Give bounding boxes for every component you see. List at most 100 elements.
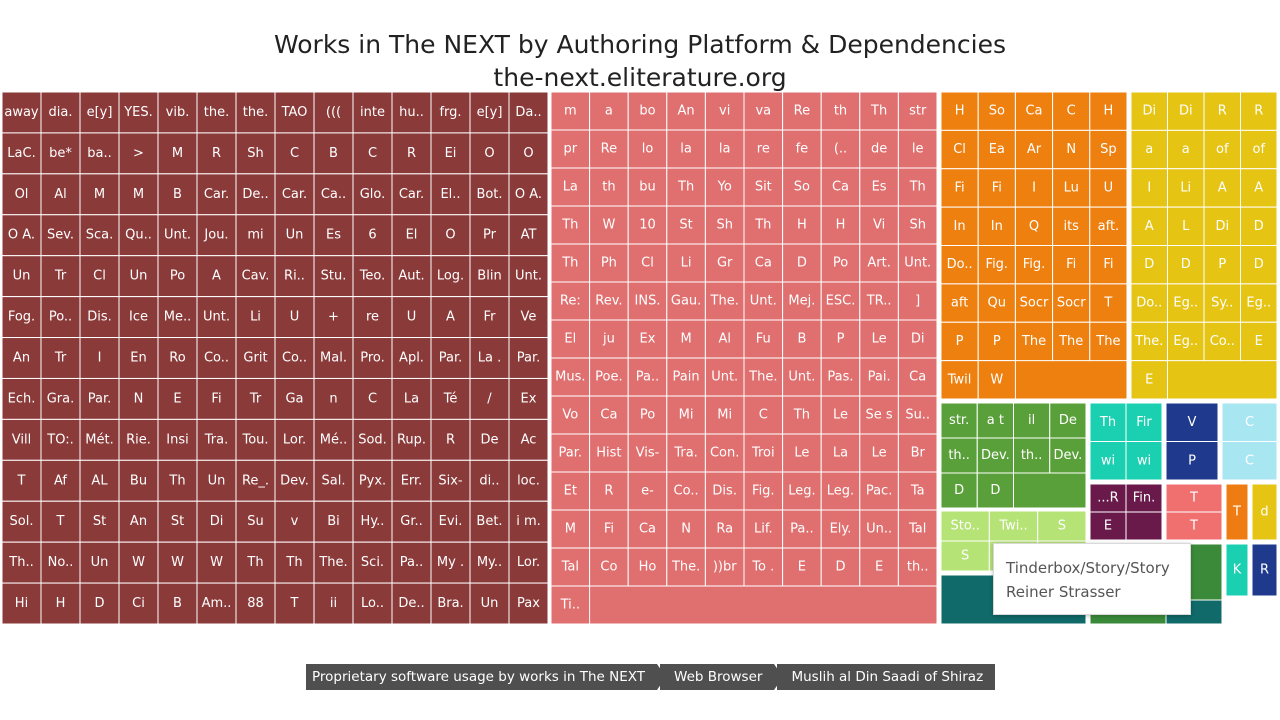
treemap-cell-0-12[interactable] [469,91,510,134]
treemap-cell-1-47[interactable] [820,243,861,283]
treemap-cell-1-103[interactable] [666,471,706,511]
treemap-cell-10-0[interactable] [1225,483,1249,541]
treemap-cell-2-14[interactable] [1089,168,1128,208]
treemap-cell-1-38[interactable] [859,205,899,245]
treemap-cell-0-92[interactable] [313,337,354,379]
treemap-cell-0-160[interactable] [235,541,276,584]
treemap-cell-0-75[interactable] [196,296,237,339]
treemap-cell-0-96[interactable] [469,337,510,379]
treemap-cell-1-3[interactable] [666,91,706,131]
treemap-cell-2-24[interactable] [1089,245,1128,285]
treemap-cell-0-125[interactable] [508,418,549,461]
treemap-cell-1-42[interactable] [627,243,668,283]
treemap-cell-1-12[interactable] [627,129,668,169]
treemap-cell-0-9[interactable] [352,91,393,134]
treemap-cell-1-39[interactable] [897,205,938,245]
treemap-cell-7-0[interactable] [1221,402,1278,442]
treemap-cell-0-99[interactable] [40,377,81,420]
treemap-cell-4-6[interactable] [1013,437,1051,474]
treemap-cell-0-31[interactable] [118,173,159,216]
treemap-cell-0-59[interactable] [118,255,159,298]
treemap-cell-0-170[interactable] [79,582,120,625]
treemap-cell-0-84[interactable] [1,337,42,379]
treemap-cell-0-87[interactable] [118,337,159,379]
treemap-cell-1-121[interactable] [589,547,629,587]
treemap-cell-1-117[interactable] [820,509,861,549]
treemap-cell-0-36[interactable] [313,173,354,216]
treemap-cell-0-179[interactable] [430,582,471,625]
treemap-cell-2-1[interactable] [977,91,1016,131]
treemap-cell-1-51[interactable] [589,281,629,321]
treemap-cell-0-176[interactable] [313,582,354,625]
treemap-cell-0-153[interactable] [508,500,549,543]
treemap-cell-0-140[interactable] [1,500,42,543]
treemap-cell-0-169[interactable] [40,582,81,625]
treemap-cell-3-7[interactable] [1240,129,1278,170]
treemap-cell-1-82[interactable] [627,395,668,435]
treemap-cell-1-98[interactable] [859,433,899,473]
treemap-cell-1-35[interactable] [743,205,784,245]
treemap-cell-2-35[interactable] [940,360,979,400]
treemap-cell-1-59[interactable] [897,281,938,321]
treemap-cell-0-18[interactable] [157,132,198,175]
treemap-cell-1-109[interactable] [897,471,938,511]
treemap-cell-0-166[interactable] [469,541,510,584]
treemap-cell-0-8[interactable] [313,91,354,134]
treemap-cell-0-154[interactable] [1,541,42,584]
treemap-cell-0-161[interactable] [274,541,315,584]
treemap-cell-0-30[interactable] [79,173,120,216]
treemap-cell-0-85[interactable] [40,337,81,379]
treemap-cell-3-25[interactable] [1167,321,1205,362]
treemap-cell-0-89[interactable] [196,337,237,379]
treemap-cell-1-128[interactable] [859,547,899,587]
treemap-cell-2-22[interactable] [1014,245,1054,285]
treemap-cell-2-32[interactable] [1014,321,1054,362]
treemap-cell-8-2[interactable] [1089,511,1127,541]
treemap-cell-0-133[interactable] [274,459,315,502]
treemap-cell-1-45[interactable] [743,243,784,283]
treemap-cell-1-116[interactable] [782,509,822,549]
treemap-cell-1-94[interactable] [704,433,745,473]
treemap-cell-0-56[interactable] [1,255,42,298]
treemap-cell-2-29[interactable] [1089,283,1128,323]
treemap-cell-2-4[interactable] [1089,91,1128,131]
breadcrumb-item-author[interactable]: Muslih al Din Saadi of Shiraz [777,664,996,690]
treemap-cell-3-18[interactable] [1203,245,1241,285]
treemap-cell-1-58[interactable] [859,281,899,321]
treemap-cell-0-17[interactable] [118,132,159,175]
treemap-cell-1-78[interactable] [859,357,899,397]
treemap-cell-1-18[interactable] [859,129,899,169]
treemap-cell-1-0[interactable] [550,91,591,131]
treemap-cell-1-71[interactable] [589,357,629,397]
treemap-cell-0-67[interactable] [430,255,471,298]
treemap-cell-2-9[interactable] [1089,129,1128,170]
treemap-cell-0-152[interactable] [469,500,510,543]
treemap-cell-3-6[interactable] [1203,129,1241,170]
treemap-cell-0-37[interactable] [352,173,393,216]
treemap-cell-1-84[interactable] [704,395,745,435]
treemap-cell-0-13[interactable] [508,91,549,134]
treemap-cell-0-112[interactable] [1,418,42,461]
treemap-cell-0-24[interactable] [391,132,432,175]
treemap-cell-1-46[interactable] [782,243,822,283]
treemap-cell-3-27[interactable] [1240,321,1278,362]
treemap-cell-1-44[interactable] [704,243,745,283]
treemap-cell-0-74[interactable] [157,296,198,339]
treemap-cell-1-2[interactable] [627,91,668,131]
treemap-cell-12-1[interactable] [988,510,1039,542]
treemap-cell-0-162[interactable] [313,541,354,584]
treemap-cell-2-13[interactable] [1052,168,1091,208]
treemap-cell-1-43[interactable] [666,243,706,283]
treemap-cell-0-78[interactable] [313,296,354,339]
treemap-cell-1-74[interactable] [704,357,745,397]
treemap-cell-0-180[interactable] [469,582,510,625]
treemap-cell-1-52[interactable] [627,281,668,321]
treemap-cell-0-42[interactable] [1,214,42,257]
treemap-cell-3-13[interactable] [1167,206,1205,246]
treemap-cell-1-79[interactable] [897,357,938,397]
treemap-cell-3-21[interactable] [1167,283,1205,323]
treemap-cell-1-77[interactable] [820,357,861,397]
treemap-cell-4-0[interactable] [940,402,978,439]
treemap-cell-4-9[interactable] [976,472,1014,509]
